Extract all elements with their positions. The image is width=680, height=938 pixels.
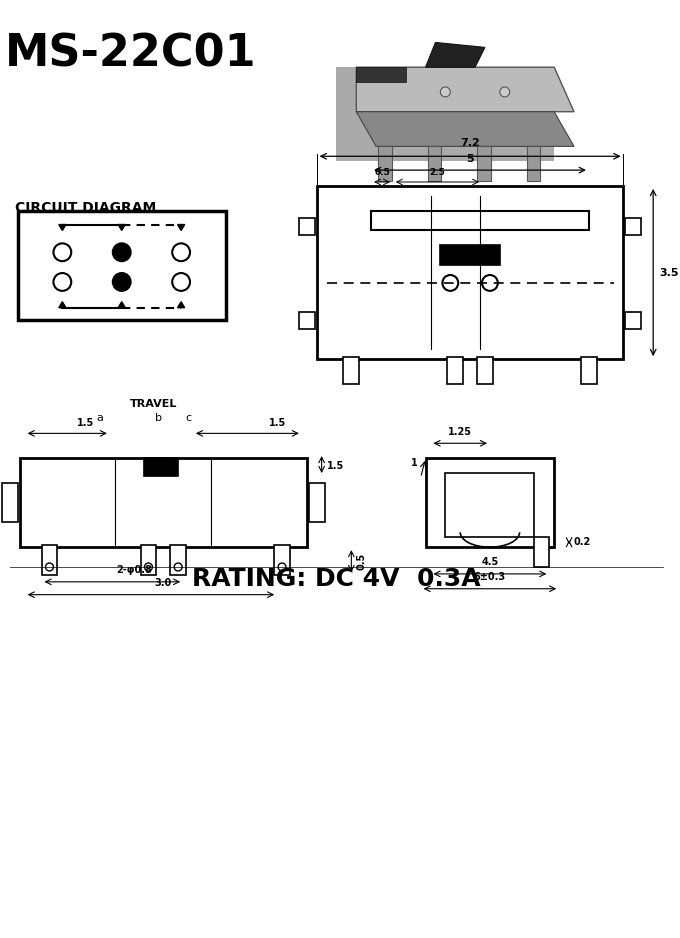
Bar <box>20 458 307 547</box>
Bar <box>526 146 541 181</box>
Bar <box>534 537 549 567</box>
Bar <box>170 545 186 575</box>
Circle shape <box>482 275 498 291</box>
Bar <box>581 357 597 384</box>
Bar <box>428 146 441 181</box>
Bar <box>445 473 534 537</box>
Bar <box>626 218 641 235</box>
Bar <box>143 458 178 476</box>
Bar <box>309 483 324 522</box>
Bar <box>299 218 315 235</box>
Bar <box>41 545 57 575</box>
Text: 6±0.3: 6±0.3 <box>474 572 506 582</box>
Text: MS-22C01: MS-22C01 <box>5 33 256 76</box>
Bar <box>447 357 463 384</box>
Bar <box>274 545 290 575</box>
Text: a: a <box>97 414 103 423</box>
Text: 1: 1 <box>411 458 418 468</box>
Polygon shape <box>426 42 485 68</box>
Circle shape <box>46 563 54 571</box>
Text: 7.2: 7.2 <box>460 138 480 148</box>
Circle shape <box>172 273 190 291</box>
Polygon shape <box>118 224 125 231</box>
Text: c: c <box>185 414 191 423</box>
Text: 1.5: 1.5 <box>76 418 94 429</box>
Text: 5: 5 <box>466 154 474 164</box>
Bar <box>337 68 554 161</box>
Text: 0.5: 0.5 <box>356 552 367 569</box>
Circle shape <box>144 563 152 571</box>
Bar <box>626 311 641 329</box>
Text: TRAVEL: TRAVEL <box>130 399 177 409</box>
Text: b: b <box>155 414 162 423</box>
Bar <box>141 545 156 575</box>
Bar <box>477 357 493 384</box>
Polygon shape <box>118 302 125 308</box>
Circle shape <box>278 563 286 571</box>
Text: 2.5: 2.5 <box>430 168 445 177</box>
Bar <box>2 483 18 522</box>
Circle shape <box>113 273 131 291</box>
Polygon shape <box>356 68 406 82</box>
Circle shape <box>443 275 458 291</box>
Text: 1.5: 1.5 <box>269 418 286 429</box>
Polygon shape <box>58 224 66 231</box>
Polygon shape <box>356 112 574 146</box>
Text: 0.2: 0.2 <box>573 537 590 547</box>
Circle shape <box>113 243 131 261</box>
Circle shape <box>54 243 71 261</box>
Bar <box>299 311 315 329</box>
Bar <box>317 186 624 359</box>
Text: 2-φ0.8: 2-φ0.8 <box>117 565 152 575</box>
Bar <box>426 458 554 547</box>
Polygon shape <box>177 224 185 231</box>
Text: 4.5: 4.5 <box>481 557 498 567</box>
Bar <box>371 211 589 231</box>
Text: RATING: DC 4V  0.3A: RATING: DC 4V 0.3A <box>192 567 481 591</box>
Circle shape <box>441 87 450 97</box>
Bar <box>477 146 491 181</box>
Circle shape <box>172 243 190 261</box>
Text: CIRCUIT DIAGRAM: CIRCUIT DIAGRAM <box>15 201 156 215</box>
Polygon shape <box>58 302 66 308</box>
Polygon shape <box>356 68 574 112</box>
Text: 3.0: 3.0 <box>154 578 172 588</box>
Circle shape <box>54 273 71 291</box>
Bar <box>18 211 226 320</box>
Text: 0.5: 0.5 <box>374 168 390 177</box>
Bar <box>378 146 392 181</box>
Circle shape <box>500 87 510 97</box>
Text: 1.5: 1.5 <box>326 461 344 471</box>
Text: 3.5: 3.5 <box>659 268 679 278</box>
Bar <box>343 357 359 384</box>
Circle shape <box>174 563 182 571</box>
Bar <box>441 246 500 265</box>
Text: 1.25: 1.25 <box>448 428 472 437</box>
Polygon shape <box>177 302 185 308</box>
